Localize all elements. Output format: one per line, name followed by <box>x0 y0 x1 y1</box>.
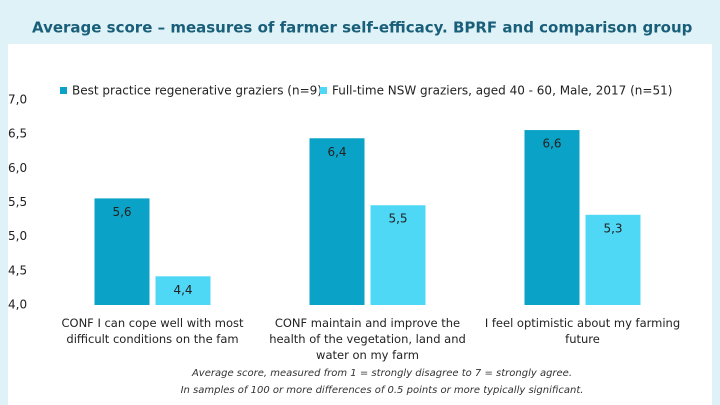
bar <box>155 276 211 305</box>
data-label: 5,5 <box>388 212 407 226</box>
y-tick-label: 4,5 <box>8 263 27 277</box>
legend-swatch <box>320 87 327 94</box>
y-tick-label: 4,0 <box>8 298 27 312</box>
bar <box>370 205 426 305</box>
bar <box>524 130 580 305</box>
data-label: 6,4 <box>327 145 346 159</box>
chart-title: Average score – measures of farmer self-… <box>32 19 693 37</box>
bar <box>94 198 150 305</box>
y-tick-label: 5,5 <box>8 195 27 209</box>
x-tick-label: CONF I can cope well with most difficult… <box>61 316 244 346</box>
y-tick-label: 6,5 <box>8 127 27 141</box>
data-label: 5,6 <box>112 205 131 219</box>
footnote: In samples of 100 or more differences of… <box>181 385 584 396</box>
legend-label: Best practice regenerative graziers (n=9… <box>72 84 322 98</box>
footnote: Average score, measured from 1 = strongl… <box>191 368 572 379</box>
y-tick-label: 6,0 <box>8 161 27 175</box>
data-label: 5,3 <box>603 221 622 235</box>
legend-swatch <box>60 87 67 94</box>
x-tick-label: I feel optimistic about my farming futur… <box>484 316 681 346</box>
y-tick-label: 5,0 <box>8 229 27 243</box>
title-band <box>8 8 712 44</box>
y-tick-label: 7,0 <box>8 93 27 107</box>
x-tick-label: CONF maintain and improve the health of … <box>269 316 466 362</box>
data-label: 6,6 <box>542 137 561 151</box>
bar <box>585 214 641 305</box>
legend-label: Full-time NSW graziers, aged 40 - 60, Ma… <box>332 84 672 98</box>
data-label: 4,4 <box>173 283 192 297</box>
bar <box>309 138 365 305</box>
